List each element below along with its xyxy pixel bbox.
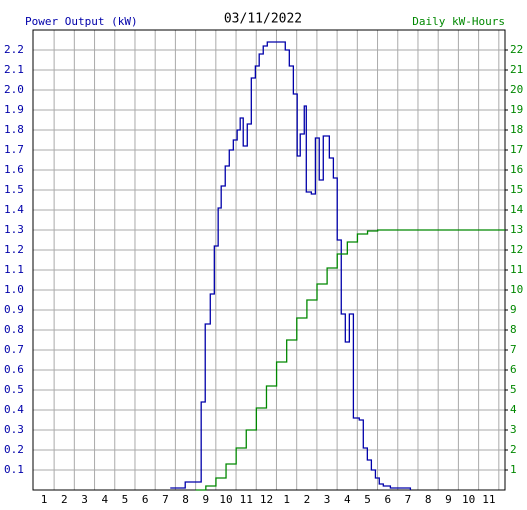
y-tick-label: 1.4: [4, 203, 24, 216]
x-tick-label: 5: [364, 493, 371, 506]
y2-tick-label: 17: [510, 143, 523, 156]
y-tick-label: 0.6: [4, 363, 24, 376]
x-tick-label: 11: [240, 493, 253, 506]
x-tick-label: 4: [344, 493, 351, 506]
y2-tick-label: 5: [510, 383, 517, 396]
y2-tick-label: 20: [510, 83, 523, 96]
y-tick-label: 1.1: [4, 263, 24, 276]
y-axis-label: Power Output (kW): [25, 15, 138, 28]
x-tick-label: 10: [462, 493, 475, 506]
y-tick-label: 1.5: [4, 183, 24, 196]
x-tick-label: 9: [203, 493, 210, 506]
y-tick-label: 2.1: [4, 63, 24, 76]
x-tick-label: 10: [219, 493, 232, 506]
x-tick-label: 7: [405, 493, 412, 506]
y-tick-label: 0.3: [4, 423, 24, 436]
y-tick-label: 0.7: [4, 343, 24, 356]
x-tick-label: 2: [304, 493, 311, 506]
y2-tick-label: 14: [510, 203, 524, 216]
y-tick-label: 1.7: [4, 143, 24, 156]
chart-title: 03/11/2022: [224, 12, 302, 27]
x-tick-label: 3: [324, 493, 331, 506]
y2-tick-label: 18: [510, 123, 523, 136]
y2-tick-label: 11: [510, 263, 523, 276]
y2-tick-label: 13: [510, 223, 523, 236]
data-line: [195, 229, 505, 491]
y2-tick-label: 21: [510, 63, 523, 76]
x-tick-label: 1: [41, 493, 48, 506]
y-tick-label: 0.8: [4, 323, 24, 336]
y-tick-label: 1.8: [4, 123, 24, 136]
x-tick-label: 4: [101, 493, 108, 506]
x-tick-label: 6: [384, 493, 391, 506]
y2-tick-label: 9: [510, 303, 517, 316]
x-tick-label: 3: [81, 493, 88, 506]
plot-border: [32, 29, 506, 491]
x-tick-label: 9: [445, 493, 452, 506]
x-tick-label: 1: [283, 493, 290, 506]
data-line: [170, 41, 412, 490]
y-tick-label: 0.5: [4, 383, 24, 396]
x-tick-label: 5: [122, 493, 129, 506]
y-tick-label: 1.2: [4, 243, 24, 256]
y2-tick-label: 2: [510, 443, 517, 456]
y-tick-label: 1.6: [4, 163, 24, 176]
y2-tick-label: 10: [510, 283, 523, 296]
y-tick-label: 0.2: [4, 443, 24, 456]
y-tick-label: 0.9: [4, 303, 24, 316]
y2-tick-label: 7: [510, 343, 517, 356]
y2-tick-label: 8: [510, 323, 517, 336]
x-tick-label: 6: [142, 493, 149, 506]
x-tick-label: 12: [260, 493, 273, 506]
y2-tick-label: 22: [510, 43, 523, 56]
x-tick-label: 11: [482, 493, 495, 506]
y2-tick-label: 3: [510, 423, 517, 436]
y2-axis-label: Daily kW-Hours: [412, 15, 505, 28]
y-tick-label: 1.9: [4, 103, 24, 116]
y-tick-label: 2.0: [4, 83, 24, 96]
x-tick-label: 8: [182, 493, 189, 506]
y-tick-label: 1.3: [4, 223, 24, 236]
y2-tick-label: 1: [510, 463, 517, 476]
y-tick-label: 1.0: [4, 283, 24, 296]
y-tick-label: 0.1: [4, 463, 24, 476]
y2-tick-label: 19: [510, 103, 523, 116]
y2-tick-label: 12: [510, 243, 523, 256]
y-tick-label: 2.2: [4, 43, 24, 56]
x-tick-label: 7: [162, 493, 169, 506]
x-tick-label: 8: [425, 493, 432, 506]
x-tick-label: 2: [61, 493, 68, 506]
y-tick-label: 0.4: [4, 403, 24, 416]
y2-tick-label: 16: [510, 163, 523, 176]
y2-tick-label: 4: [510, 403, 517, 416]
y2-tick-label: 15: [510, 183, 523, 196]
y2-tick-label: 6: [510, 363, 517, 376]
